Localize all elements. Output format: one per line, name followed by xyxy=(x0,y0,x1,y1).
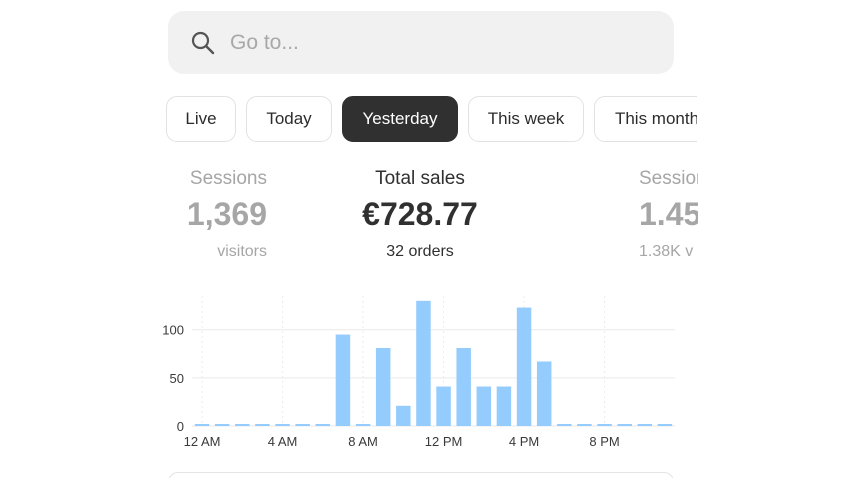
bar-12-pm[interactable] xyxy=(436,386,451,426)
x-tick-label: 4 PM xyxy=(509,434,539,449)
metric-subtext: visitors xyxy=(217,243,267,260)
search-icon xyxy=(191,31,215,55)
bar-8-pm[interactable] xyxy=(597,424,612,426)
metric-value: €728.77 xyxy=(362,196,478,232)
x-tick-label: 12 AM xyxy=(184,434,221,449)
bar-8-am[interactable] xyxy=(355,424,371,426)
metric-value: 1,369 xyxy=(186,196,267,232)
search-input[interactable] xyxy=(230,11,650,74)
search-bar[interactable] xyxy=(168,11,674,74)
x-tick-label: 12 PM xyxy=(425,434,463,449)
x-tick-label: 4 AM xyxy=(268,434,298,449)
bar-1-pm[interactable] xyxy=(456,348,471,426)
metric-subtext: 32 orders xyxy=(386,243,454,260)
bar-2-am[interactable] xyxy=(235,424,250,426)
metric-label: Sessions xyxy=(639,168,698,189)
tab-this-month[interactable]: This month xyxy=(594,96,697,142)
bar-9-am[interactable] xyxy=(375,348,391,426)
metric-label: Sessions xyxy=(189,168,267,189)
bar-7-pm[interactable] xyxy=(577,424,592,426)
tab-this-week[interactable]: This week xyxy=(468,96,584,142)
bar-10-pm[interactable] xyxy=(637,424,653,426)
bar-6-am[interactable] xyxy=(315,424,331,426)
bar-2-pm[interactable] xyxy=(476,386,492,426)
x-tick-label: 8 PM xyxy=(589,434,619,449)
metric-card-sessions-previous[interactable]: Sessions 1,369 visitors xyxy=(142,164,267,274)
bar-1-am[interactable] xyxy=(214,424,230,426)
metric-card-sessions-next[interactable]: Sessions 1.45 1.38K v xyxy=(639,164,698,274)
y-tick-label: 0 xyxy=(177,419,184,434)
bar-9-pm[interactable] xyxy=(617,424,632,426)
bar-4-am[interactable] xyxy=(275,424,290,426)
tab-live[interactable]: Live xyxy=(166,96,236,142)
bar-4-pm[interactable] xyxy=(516,307,532,426)
tab-yesterday[interactable]: Yesterday xyxy=(342,96,458,142)
tab-today[interactable]: Today xyxy=(246,96,332,142)
bar-10-am[interactable] xyxy=(396,405,411,426)
date-range-tabs: Live Today Yesterday This week This mont… xyxy=(166,96,697,144)
metric-value: 1.45 xyxy=(639,196,698,232)
bar-5-pm[interactable] xyxy=(536,361,552,426)
metric-label: Total sales xyxy=(375,168,465,189)
y-tick-label: 50 xyxy=(170,371,184,386)
sales-bar-chart: 0 50 100 12 AM 4 AM 8 AM 12 PM 4 PM 8 PM xyxy=(162,296,675,449)
next-card xyxy=(168,472,674,478)
bar-3-am[interactable] xyxy=(255,424,270,426)
bar-7-am[interactable] xyxy=(335,334,351,426)
metric-card-total-sales[interactable]: Total sales €728.77 32 orders xyxy=(315,164,525,274)
bar-11-am[interactable] xyxy=(416,300,431,426)
bar-5-am[interactable] xyxy=(295,424,310,426)
metrics-carousel: Sessions 1,369 visitors Total sales €728… xyxy=(142,164,698,274)
bar-6-pm[interactable] xyxy=(557,424,572,426)
metric-subtext: 1.38K v xyxy=(639,243,694,260)
bar-12-am[interactable] xyxy=(194,424,210,426)
x-tick-label: 8 AM xyxy=(348,434,378,449)
bar-11-pm[interactable] xyxy=(657,424,673,426)
bar-3-pm[interactable] xyxy=(496,386,512,426)
y-tick-label: 100 xyxy=(162,323,184,338)
